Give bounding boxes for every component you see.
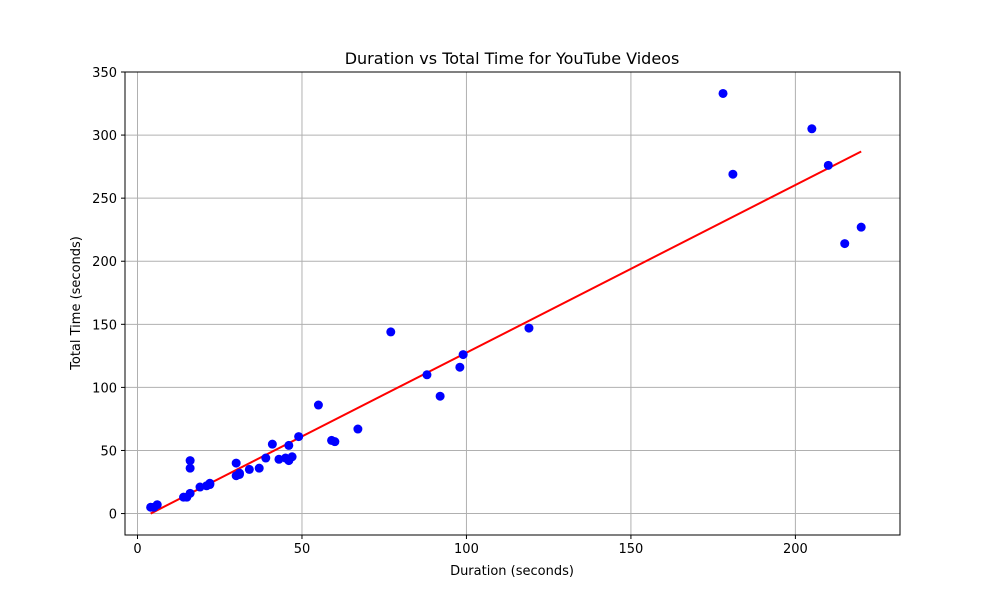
scatter-point (313, 400, 323, 410)
y-tick-label: 300 (92, 129, 117, 144)
y-axis-label: Total Time (seconds) (69, 236, 84, 371)
scatter-point (284, 440, 294, 450)
x-axis-ticks: 0 50 100 150 200 (133, 535, 808, 557)
y-axis-ticks: 0 50 100 150 200 250 300 350 (92, 66, 125, 523)
scatter-point (205, 478, 215, 488)
plot-frame (124, 71, 901, 536)
trend-line (150, 150, 862, 515)
y-tick-label: 250 (92, 192, 117, 207)
scatter-point (807, 124, 817, 134)
y-tick-label: 100 (92, 381, 117, 396)
scatter-point (840, 239, 850, 249)
scatter-point (455, 362, 465, 372)
y-tick-label: 200 (92, 255, 117, 270)
x-axis-label: Duration (seconds) (450, 564, 574, 579)
x-tick-label: 200 (783, 542, 808, 557)
x-tick-label: 150 (619, 542, 644, 557)
chart-title: Duration vs Total Time for YouTube Video… (345, 49, 680, 68)
scatter-point (185, 456, 195, 466)
x-tick-label: 50 (294, 542, 311, 557)
y-tick-label: 150 (92, 318, 117, 333)
y-tick-label: 350 (92, 66, 117, 81)
scatter-point (152, 500, 162, 510)
scatter-point (261, 453, 271, 463)
scatter-point (353, 424, 363, 434)
trend-line-layer (150, 150, 862, 515)
x-tick-label: 100 (454, 542, 479, 557)
scatter-point (422, 370, 432, 380)
scatter-point (856, 222, 866, 232)
scatter-point (728, 169, 738, 179)
scatter-point (185, 463, 195, 473)
scatter-point (267, 439, 277, 449)
scatter-point (185, 488, 195, 498)
scatter-point (458, 350, 468, 360)
scatter-point (244, 464, 254, 474)
scatter-points (146, 88, 866, 512)
scatter-point (718, 88, 728, 98)
scatter-point (435, 391, 445, 401)
y-tick-label: 0 (109, 508, 117, 523)
scatter-point (287, 452, 297, 462)
x-tick-label: 0 (133, 542, 141, 557)
scatter-point (330, 437, 340, 447)
y-tick-label: 50 (100, 444, 117, 459)
scatter-point (386, 327, 396, 337)
scatter-point (524, 323, 534, 333)
scatter-point (254, 463, 264, 473)
scatter-point (231, 458, 241, 468)
scatter-point (294, 432, 304, 442)
scatter-point (234, 468, 244, 478)
scatter-point (823, 160, 833, 170)
